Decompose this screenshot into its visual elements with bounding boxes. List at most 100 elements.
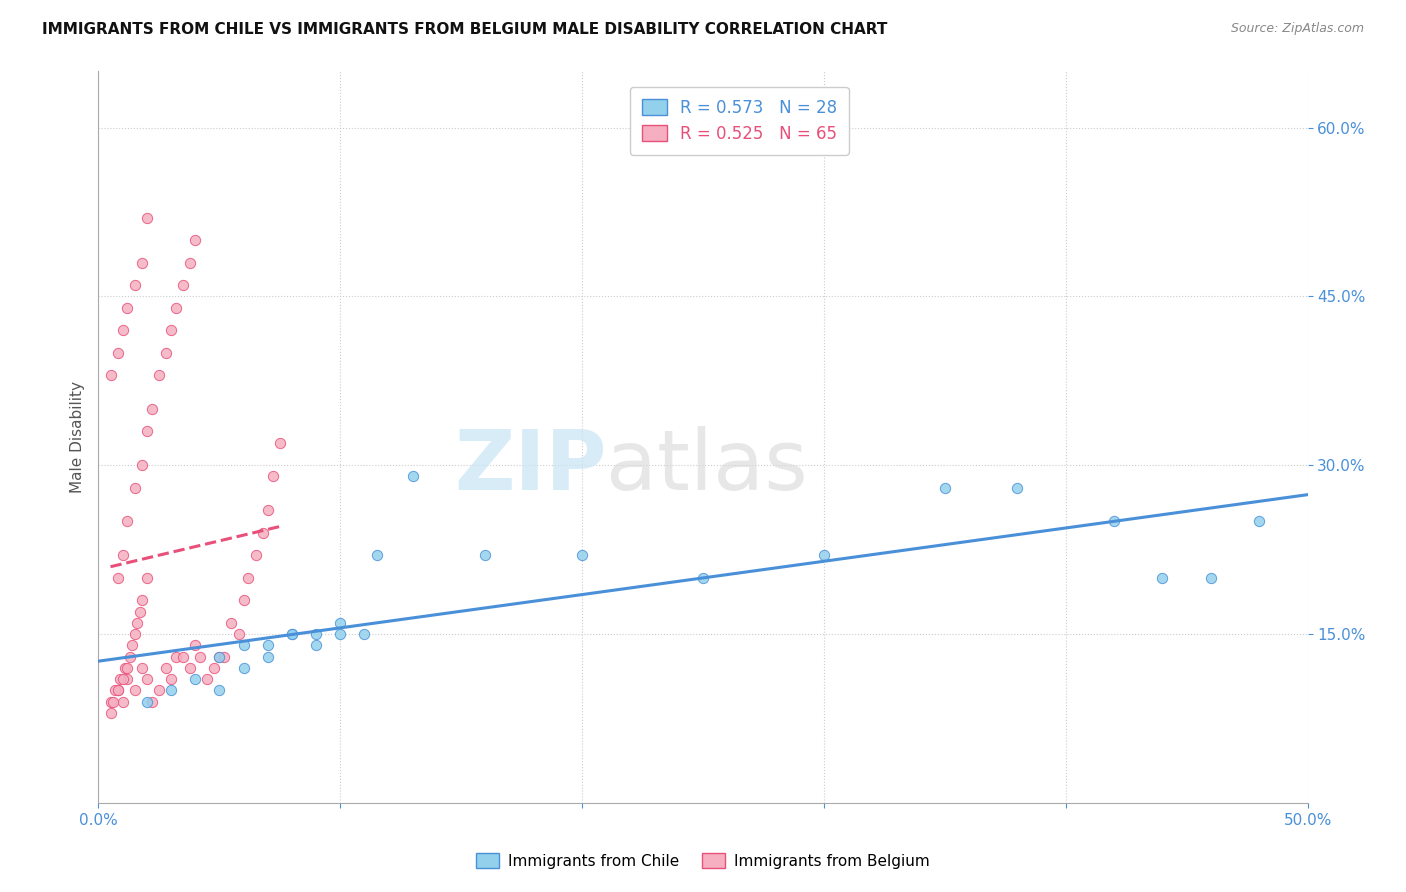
Point <box>165 649 187 664</box>
Point <box>353 627 375 641</box>
Text: ZIP: ZIP <box>454 425 606 507</box>
Point <box>131 661 153 675</box>
Point <box>281 627 304 641</box>
Point <box>111 323 134 337</box>
Point <box>107 683 129 698</box>
Point <box>934 481 956 495</box>
Point <box>107 345 129 359</box>
Point <box>118 649 141 664</box>
Point <box>208 649 231 664</box>
Y-axis label: Male Disability: Male Disability <box>69 381 84 493</box>
Point <box>813 548 835 562</box>
Point <box>179 661 201 675</box>
Point <box>124 481 146 495</box>
Point <box>111 694 134 708</box>
Point <box>269 435 291 450</box>
Point <box>366 548 388 562</box>
Point <box>148 368 170 383</box>
Point <box>1152 571 1174 585</box>
Point <box>188 649 211 664</box>
Point <box>256 503 278 517</box>
Point <box>232 638 254 652</box>
Point <box>141 694 163 708</box>
Point <box>135 425 157 439</box>
Point <box>100 694 122 708</box>
Point <box>107 571 129 585</box>
Point <box>131 255 153 269</box>
Point <box>204 661 226 675</box>
Point <box>692 571 714 585</box>
Point <box>208 683 231 698</box>
Point <box>124 278 146 293</box>
Point <box>107 683 129 698</box>
Point <box>232 593 254 607</box>
Point <box>172 278 194 293</box>
Point <box>1102 515 1125 529</box>
Point <box>252 525 274 540</box>
Point <box>160 672 183 686</box>
Point <box>104 683 127 698</box>
Point <box>117 661 139 675</box>
Point <box>100 368 122 383</box>
Point <box>221 615 243 630</box>
Point <box>172 649 194 664</box>
Point <box>1199 571 1222 585</box>
Point <box>402 469 425 483</box>
Point <box>262 469 284 483</box>
Point <box>208 649 231 664</box>
Text: Source: ZipAtlas.com: Source: ZipAtlas.com <box>1230 22 1364 36</box>
Point <box>305 638 328 652</box>
Point <box>1249 515 1271 529</box>
Legend: R = 0.573   N = 28, R = 0.525   N = 65: R = 0.573 N = 28, R = 0.525 N = 65 <box>630 87 849 154</box>
Point <box>111 548 134 562</box>
Point <box>111 672 134 686</box>
Point <box>124 683 146 698</box>
Point <box>184 233 207 247</box>
Point <box>160 683 183 698</box>
Point <box>179 255 201 269</box>
Point <box>127 615 149 630</box>
Point <box>305 627 328 641</box>
Point <box>117 515 139 529</box>
Point <box>148 683 170 698</box>
Point <box>155 345 177 359</box>
Point <box>256 649 278 664</box>
Point <box>121 638 143 652</box>
Point <box>101 694 124 708</box>
Point <box>232 661 254 675</box>
Point <box>1007 481 1029 495</box>
Point <box>165 301 187 315</box>
Text: IMMIGRANTS FROM CHILE VS IMMIGRANTS FROM BELGIUM MALE DISABILITY CORRELATION CHA: IMMIGRANTS FROM CHILE VS IMMIGRANTS FROM… <box>42 22 887 37</box>
Point <box>474 548 496 562</box>
Text: atlas: atlas <box>606 425 808 507</box>
Point <box>135 672 157 686</box>
Point <box>281 627 304 641</box>
Point <box>155 661 177 675</box>
Point <box>114 661 136 675</box>
Point <box>245 548 267 562</box>
Point <box>124 627 146 641</box>
Point <box>329 627 352 641</box>
Point <box>117 672 139 686</box>
Point <box>128 605 150 619</box>
Point <box>131 458 153 473</box>
Point <box>212 649 235 664</box>
Point <box>571 548 593 562</box>
Point <box>195 672 218 686</box>
Point <box>135 694 157 708</box>
Point <box>117 301 139 315</box>
Point <box>160 323 183 337</box>
Point <box>131 593 153 607</box>
Point <box>100 706 122 720</box>
Point <box>135 211 157 225</box>
Legend: Immigrants from Chile, Immigrants from Belgium: Immigrants from Chile, Immigrants from B… <box>470 847 936 875</box>
Point <box>141 401 163 416</box>
Point <box>135 571 157 585</box>
Point <box>108 672 131 686</box>
Point <box>329 615 352 630</box>
Point <box>184 638 207 652</box>
Point <box>238 571 260 585</box>
Point <box>256 638 278 652</box>
Point <box>184 672 207 686</box>
Point <box>228 627 250 641</box>
